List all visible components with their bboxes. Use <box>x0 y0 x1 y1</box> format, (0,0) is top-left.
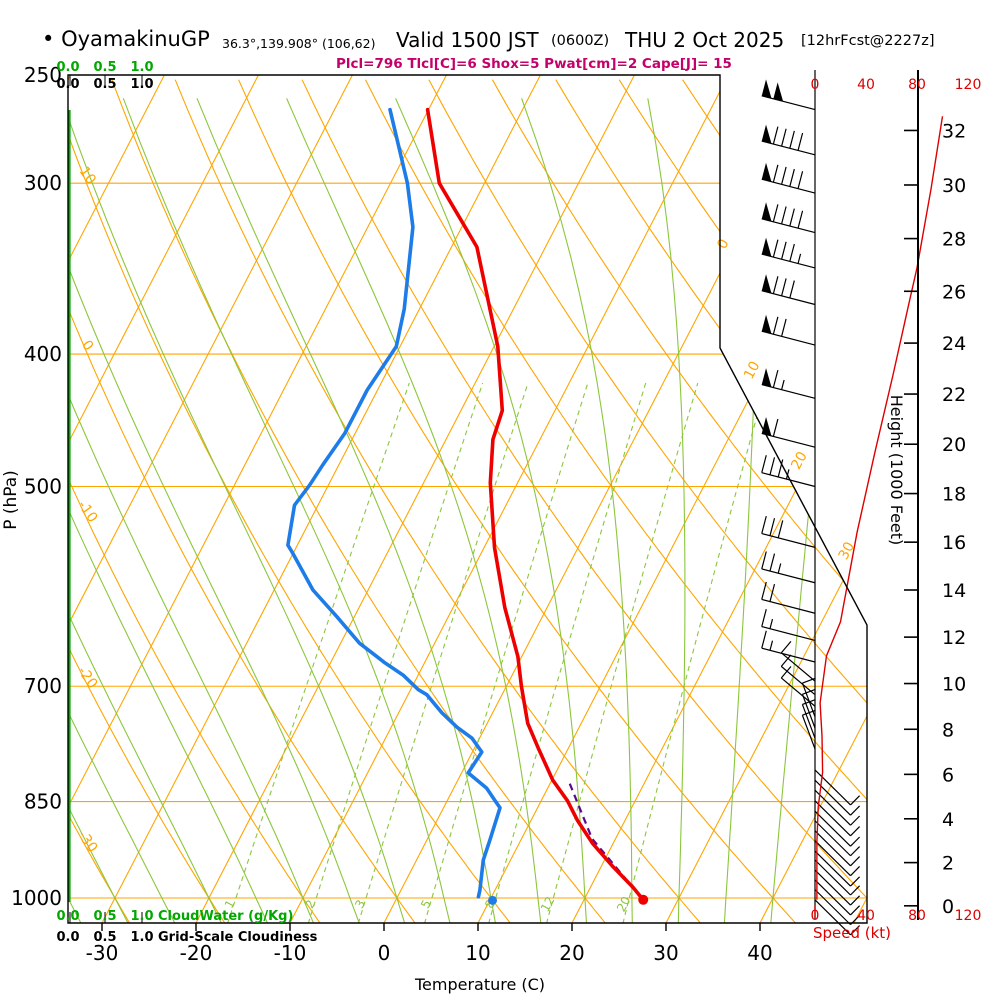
plot-frame <box>67 70 919 924</box>
svg-text:32: 32 <box>942 120 966 142</box>
svg-text:850: 850 <box>24 790 62 814</box>
svg-text:14: 14 <box>942 580 966 602</box>
svg-text:0.0: 0.0 <box>56 60 79 75</box>
svg-text:2: 2 <box>942 853 954 875</box>
svg-text:80: 80 <box>908 908 926 924</box>
svg-text:0: 0 <box>714 237 732 252</box>
svg-text:Speed (kt): Speed (kt) <box>813 924 891 942</box>
svg-text:20: 20 <box>788 449 810 472</box>
svg-text:10: 10 <box>942 674 966 696</box>
svg-text:1.0: 1.0 <box>130 930 153 945</box>
svg-text:0.0: 0.0 <box>56 77 79 92</box>
svg-text:120: 120 <box>955 77 982 93</box>
svg-text:-30: -30 <box>86 941 119 965</box>
svg-text:0: 0 <box>942 896 954 918</box>
svg-text:Grid-Scale Cloudiness: Grid-Scale Cloudiness <box>158 930 318 945</box>
svg-text:2: 2 <box>302 897 318 910</box>
svg-text:5: 5 <box>418 897 434 910</box>
station-title: • OyamakinuGP <box>42 27 210 51</box>
svg-text:Temperature (C): Temperature (C) <box>414 975 545 994</box>
valid-time: Valid 1500 JST <box>396 28 539 52</box>
surface-dewpoint-dot <box>488 895 498 905</box>
svg-text:500: 500 <box>24 474 62 498</box>
svg-text:10: 10 <box>76 164 99 188</box>
wind-barb-column <box>761 79 861 936</box>
svg-text:-10: -10 <box>274 941 307 965</box>
svg-text:1.0: 1.0 <box>130 77 153 92</box>
svg-text:0.5: 0.5 <box>93 909 116 924</box>
svg-text:26: 26 <box>942 281 966 303</box>
svg-text:24: 24 <box>942 333 966 355</box>
svg-text:Height (1000 Feet): Height (1000 Feet) <box>887 395 906 546</box>
svg-text:20: 20 <box>614 894 634 914</box>
surface-temperature-dot <box>638 894 649 905</box>
svg-text:10: 10 <box>741 359 763 382</box>
svg-text:250: 250 <box>24 63 62 87</box>
svg-text:300: 300 <box>24 171 62 195</box>
svg-text:0.0: 0.0 <box>56 909 79 924</box>
svg-text:4: 4 <box>942 809 954 831</box>
bullet-icon: • <box>42 27 55 51</box>
svg-text:12: 12 <box>942 627 966 649</box>
svg-text:0: 0 <box>811 77 820 93</box>
temperature-curve <box>425 107 646 902</box>
svg-text:0: 0 <box>378 941 391 965</box>
valid-date: THU 2 Oct 2025 <box>625 28 785 52</box>
station-coords: 36.3°,139.908° (106,62) <box>222 36 376 51</box>
valid-time-z: (0600Z) <box>551 33 610 49</box>
svg-text:20: 20 <box>559 941 584 965</box>
svg-text:16: 16 <box>942 532 966 554</box>
svg-text:30: 30 <box>942 175 966 197</box>
svg-text:1000: 1000 <box>11 886 62 910</box>
stability-stats: Plcl=796 Tlcl[C]=6 Shox=5 Pwat[cm]=2 Cap… <box>336 56 732 72</box>
svg-text:P (hPa): P (hPa) <box>1 470 21 530</box>
svg-text:8: 8 <box>942 719 954 741</box>
svg-text:400: 400 <box>24 342 62 366</box>
svg-text:40: 40 <box>747 941 772 965</box>
svg-text:18: 18 <box>942 484 966 506</box>
svg-text:1.0: 1.0 <box>130 60 153 75</box>
svg-text:0.5: 0.5 <box>93 60 116 75</box>
svg-text:28: 28 <box>942 229 966 251</box>
svg-text:20: 20 <box>942 434 966 456</box>
svg-text:-10: -10 <box>74 498 100 526</box>
svg-text:12: 12 <box>538 894 558 914</box>
svg-text:30: 30 <box>653 941 678 965</box>
svg-text:120: 120 <box>955 908 982 924</box>
wind-speed-profile-line <box>816 116 944 900</box>
svg-text:1.0: 1.0 <box>130 909 153 924</box>
svg-text:0.5: 0.5 <box>93 930 116 945</box>
svg-text:CloudWater (g/Kg): CloudWater (g/Kg) <box>158 909 293 924</box>
svg-text:40: 40 <box>857 77 875 93</box>
svg-text:40: 40 <box>857 908 875 924</box>
svg-text:0.0: 0.0 <box>56 930 79 945</box>
dewpoint-curve <box>286 107 502 899</box>
svg-text:3: 3 <box>352 897 368 910</box>
svg-text:700: 700 <box>24 674 62 698</box>
svg-text:10: 10 <box>465 941 490 965</box>
background-grid <box>68 75 867 923</box>
svg-text:80: 80 <box>908 77 926 93</box>
svg-text:6: 6 <box>942 764 954 786</box>
svg-text:22: 22 <box>942 384 966 406</box>
svg-text:0.5: 0.5 <box>93 77 116 92</box>
svg-text:-20: -20 <box>180 941 213 965</box>
forecast-tag: [12hrFcst@2227z] <box>801 33 935 49</box>
